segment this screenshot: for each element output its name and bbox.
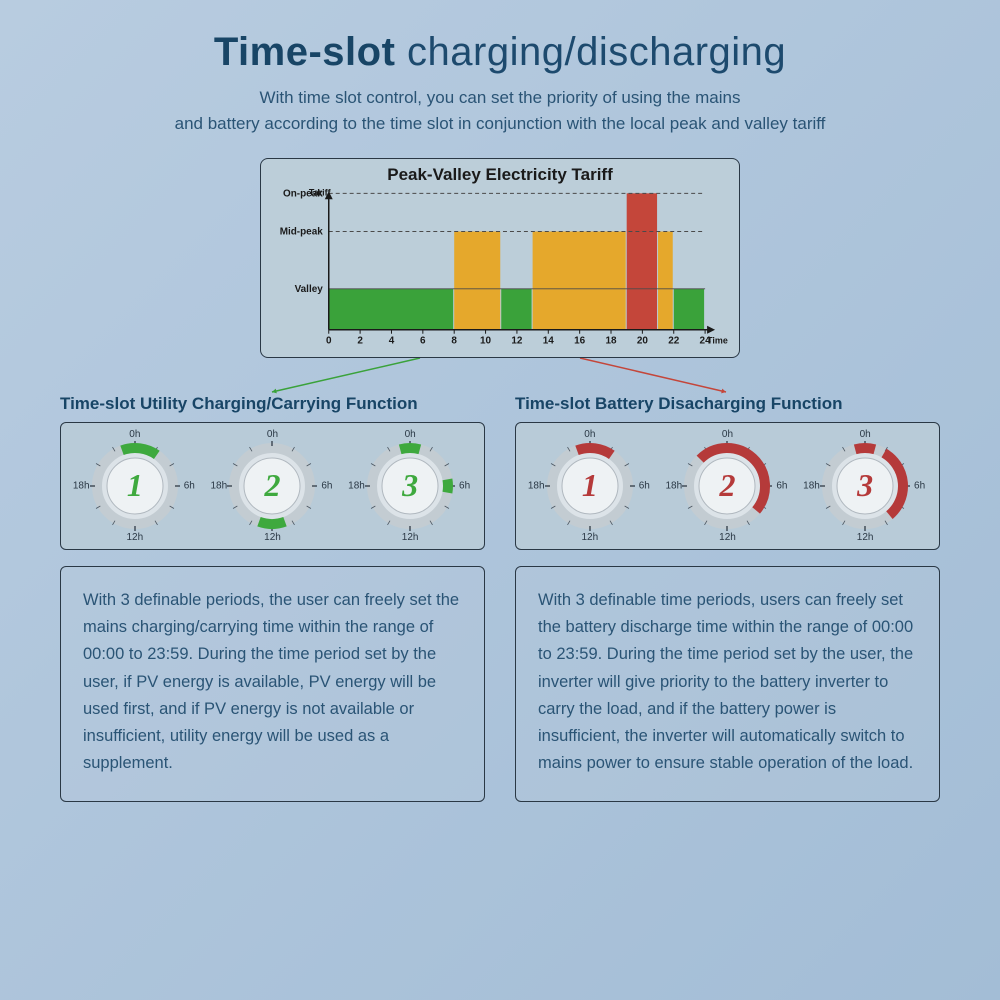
svg-text:8: 8	[451, 336, 457, 347]
gauge-number: 3	[402, 467, 418, 504]
gauge-number: 3	[857, 467, 873, 504]
tariff-bar-chart: On-peakMid-peakValley0246810121416182022…	[271, 187, 729, 352]
chart-panel: Peak-Valley Electricity Tariff On-peakMi…	[260, 158, 740, 358]
svg-text:Tariff: Tariff	[309, 187, 331, 197]
page-title: Time-slot charging/discharging	[60, 30, 940, 75]
chart-title: Peak-Valley Electricity Tariff	[271, 165, 729, 185]
svg-text:18: 18	[605, 336, 617, 347]
left-column: Time-slot Utility Charging/Carrying Func…	[60, 394, 485, 802]
svg-text:4: 4	[389, 336, 395, 347]
right-gauge-row: 10h6h12h18h20h6h12h18h30h6h12h18h	[515, 422, 940, 550]
gauge-dial: 30h6h12h18h	[805, 431, 925, 541]
left-description: With 3 definable periods, the user can f…	[60, 566, 485, 802]
gauge-dial: 10h6h12h18h	[530, 431, 650, 541]
gauge-number: 2	[719, 467, 735, 504]
right-column-title: Time-slot Battery Disacharging Function	[515, 394, 940, 414]
header: Time-slot charging/discharging With time…	[60, 30, 940, 136]
columns-row: Time-slot Utility Charging/Carrying Func…	[60, 394, 940, 802]
right-description: With 3 definable time periods, users can…	[515, 566, 940, 802]
svg-text:2: 2	[357, 336, 363, 347]
left-gauge-row: 10h6h12h18h20h6h12h18h30h6h12h18h	[60, 422, 485, 550]
gauge-dial: 10h6h12h18h	[75, 431, 195, 541]
svg-text:12: 12	[511, 336, 523, 347]
gauge-dial: 30h6h12h18h	[350, 431, 470, 541]
gauge-number: 1	[127, 467, 143, 504]
gauge-dial: 20h6h12h18h	[667, 431, 787, 541]
svg-text:Valley: Valley	[295, 284, 324, 295]
svg-text:14: 14	[543, 336, 555, 347]
svg-text:22: 22	[668, 336, 680, 347]
svg-text:20: 20	[637, 336, 649, 347]
gauge-number: 1	[582, 467, 598, 504]
connector-arrows	[60, 358, 940, 394]
svg-text:Mid-peak: Mid-peak	[280, 227, 324, 238]
svg-text:10: 10	[480, 336, 492, 347]
svg-text:Time: Time	[707, 336, 728, 346]
subtitle: With time slot control, you can set the …	[60, 85, 940, 136]
gauge-number: 2	[264, 467, 280, 504]
gauge-dial: 20h6h12h18h	[212, 431, 332, 541]
left-column-title: Time-slot Utility Charging/Carrying Func…	[60, 394, 485, 414]
svg-text:6: 6	[420, 336, 426, 347]
title-bold: Time-slot	[214, 30, 396, 74]
svg-text:0: 0	[326, 336, 332, 347]
title-light: charging/discharging	[395, 30, 786, 74]
right-column: Time-slot Battery Disacharging Function …	[515, 394, 940, 802]
svg-text:16: 16	[574, 336, 586, 347]
